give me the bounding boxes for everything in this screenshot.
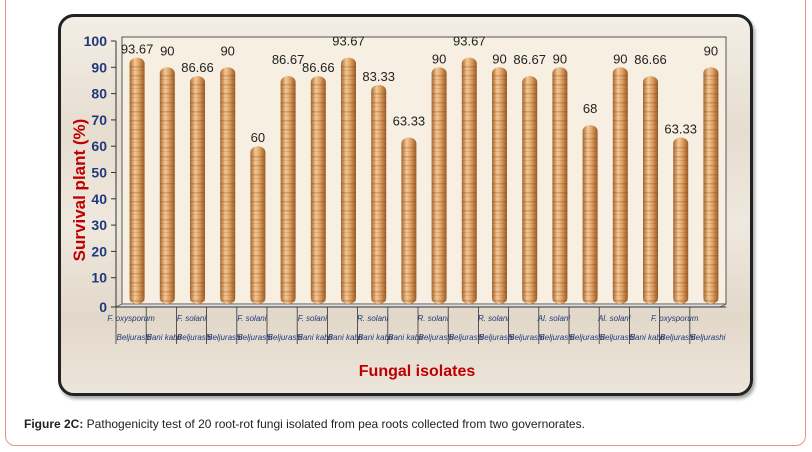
bar-grain bbox=[582, 131, 598, 304]
bar-grain bbox=[129, 63, 145, 304]
x-category-label: Beljurashi bbox=[117, 333, 152, 342]
data-label: 93.67 bbox=[453, 34, 486, 49]
x-category-label: Beljurashi bbox=[449, 333, 484, 342]
y-tick-label: 100 bbox=[84, 33, 108, 49]
bar-grain bbox=[703, 73, 719, 304]
data-label: 93.67 bbox=[121, 42, 154, 57]
bar-grain bbox=[401, 143, 417, 304]
x-category-label: Beljurashi bbox=[237, 333, 272, 342]
x-species-label: F. solani bbox=[177, 314, 206, 323]
x-species-label: Al. solani bbox=[537, 314, 571, 323]
x-category-label: Beljurashi bbox=[660, 333, 695, 342]
x-species-label: F. solani bbox=[237, 314, 266, 323]
data-label: 90 bbox=[553, 51, 567, 66]
x-species-label: R. solani bbox=[478, 314, 509, 323]
y-axis-title: Survival plant (%) bbox=[70, 119, 89, 262]
y-tick-label: 20 bbox=[91, 243, 107, 259]
caption-label: Figure 2C: bbox=[24, 417, 84, 431]
x-axis-title: Fungal isolates bbox=[359, 363, 476, 380]
x-category-label: Bani kabir bbox=[147, 333, 183, 342]
data-label: 90 bbox=[160, 43, 174, 58]
y-tick-label: 70 bbox=[91, 112, 107, 128]
bar-grain bbox=[310, 82, 326, 304]
x-species-label: F. oxysporum bbox=[651, 314, 699, 323]
y-tick-label: 90 bbox=[91, 59, 107, 75]
y-tick-label: 80 bbox=[91, 86, 107, 102]
data-label: 68 bbox=[583, 101, 597, 116]
x-category-label: Bani kabir bbox=[328, 333, 364, 342]
x-category-label: Bani kabir bbox=[298, 333, 334, 342]
bar-grain bbox=[280, 82, 296, 305]
x-category-label: Beljurashi bbox=[479, 333, 514, 342]
x-category-label: Beljurashi bbox=[268, 333, 303, 342]
x-category-label: Beljurashi bbox=[177, 333, 212, 342]
figure-caption: Figure 2C: Pathogenicity test of 20 root… bbox=[24, 417, 585, 431]
bar-grain bbox=[492, 73, 507, 304]
bar-grain bbox=[341, 63, 356, 304]
x-category-label: Bani kabir bbox=[388, 333, 424, 342]
data-label: 90 bbox=[704, 43, 718, 58]
x-category-label: Beljurashi bbox=[570, 333, 605, 342]
bar-grain bbox=[220, 73, 236, 304]
bar-grain bbox=[250, 152, 266, 304]
y-tick-label: 0 bbox=[99, 299, 107, 315]
x-species-label: F. solani bbox=[298, 314, 327, 323]
x-species-label: R. solani bbox=[357, 314, 388, 323]
x-category-label: Beljurashi bbox=[690, 333, 725, 342]
data-label: 90 bbox=[432, 51, 446, 66]
x-species-label: F. oxysporum bbox=[107, 314, 155, 323]
bar-grain bbox=[552, 73, 568, 304]
x-category-label: Beljurashi bbox=[419, 333, 454, 342]
data-label: 63.33 bbox=[393, 113, 426, 128]
y-tick-label: 40 bbox=[91, 191, 107, 207]
plot-back-wall bbox=[121, 36, 727, 305]
y-tick-label: 10 bbox=[91, 270, 107, 286]
data-label: 63.33 bbox=[664, 121, 697, 136]
bar-grain bbox=[673, 143, 689, 304]
x-category-label: Bani kabir bbox=[630, 333, 666, 342]
data-label: 90 bbox=[492, 51, 506, 66]
y-tick-label: 60 bbox=[91, 138, 107, 154]
bar-grain bbox=[643, 82, 658, 304]
data-label: 90 bbox=[220, 43, 234, 58]
bar-grain bbox=[431, 73, 447, 304]
x-species-label: Al. solani bbox=[597, 314, 631, 323]
data-label: 86.66 bbox=[634, 52, 667, 67]
x-category-label: Beljurashi bbox=[509, 333, 544, 342]
x-category-label: Beljurashi bbox=[207, 333, 242, 342]
x-category-label: Beljurashi bbox=[600, 333, 635, 342]
data-label: 86.66 bbox=[181, 60, 214, 75]
data-label: 86.67 bbox=[513, 52, 546, 67]
data-label: 60 bbox=[251, 130, 265, 145]
data-label: 86.66 bbox=[302, 60, 335, 75]
data-label: 93.67 bbox=[332, 34, 365, 49]
bar-grain bbox=[522, 82, 538, 305]
bar-grain bbox=[159, 73, 175, 304]
y-tick-label: 50 bbox=[91, 165, 107, 181]
bar-grain bbox=[371, 90, 387, 304]
bar-grain bbox=[190, 82, 205, 304]
y-tick-label: 30 bbox=[91, 217, 107, 233]
data-label: 83.33 bbox=[362, 69, 395, 84]
figure-card bbox=[5, 0, 806, 446]
bar-grain bbox=[612, 73, 628, 304]
data-label: 90 bbox=[613, 51, 627, 66]
data-label: 86.67 bbox=[272, 52, 305, 67]
x-species-label: R. solani bbox=[418, 314, 449, 323]
caption-text: Pathogenicity test of 20 root-rot fungi … bbox=[83, 417, 585, 431]
x-category-label: Beljurashi bbox=[539, 333, 574, 342]
x-category-label: Bani kabir bbox=[358, 333, 394, 342]
bar-grain bbox=[461, 63, 477, 304]
